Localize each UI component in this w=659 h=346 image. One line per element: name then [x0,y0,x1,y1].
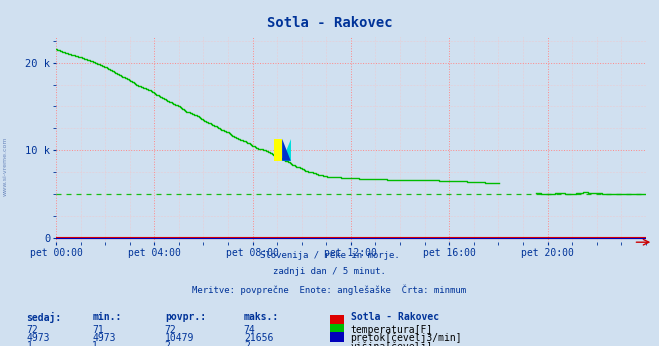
Text: 74: 74 [244,325,256,335]
Text: 71: 71 [92,325,104,335]
Polygon shape [282,139,291,161]
Text: 21656: 21656 [244,333,273,343]
Text: 72: 72 [26,325,38,335]
Text: 10479: 10479 [165,333,194,343]
Text: Sotla - Rakovec: Sotla - Rakovec [351,312,439,322]
Text: maks.:: maks.: [244,312,279,322]
Text: višina[čevelj]: višina[čevelj] [351,341,433,346]
Text: Slovenija / reke in morje.: Slovenija / reke in morje. [260,251,399,260]
Text: 2: 2 [165,341,171,346]
Text: sedaj:: sedaj: [26,312,61,323]
Text: min.:: min.: [92,312,122,322]
Bar [273,139,282,161]
Text: 1: 1 [26,341,32,346]
Text: 72: 72 [165,325,177,335]
Text: zadnji dan / 5 minut.: zadnji dan / 5 minut. [273,267,386,276]
Text: 4973: 4973 [26,333,50,343]
Polygon shape [282,139,291,161]
Text: 2: 2 [244,341,250,346]
Text: Meritve: povprečne  Enote: anglešaške  Črta: minmum: Meritve: povprečne Enote: anglešaške Črt… [192,284,467,294]
Text: Sotla - Rakovec: Sotla - Rakovec [267,16,392,29]
Text: pretok[čevelj3/min]: pretok[čevelj3/min] [351,333,462,343]
Text: 1: 1 [92,341,98,346]
Text: 4973: 4973 [92,333,116,343]
Text: www.si-vreme.com: www.si-vreme.com [3,136,8,196]
Text: povpr.:: povpr.: [165,312,206,322]
Text: temperatura[F]: temperatura[F] [351,325,433,335]
